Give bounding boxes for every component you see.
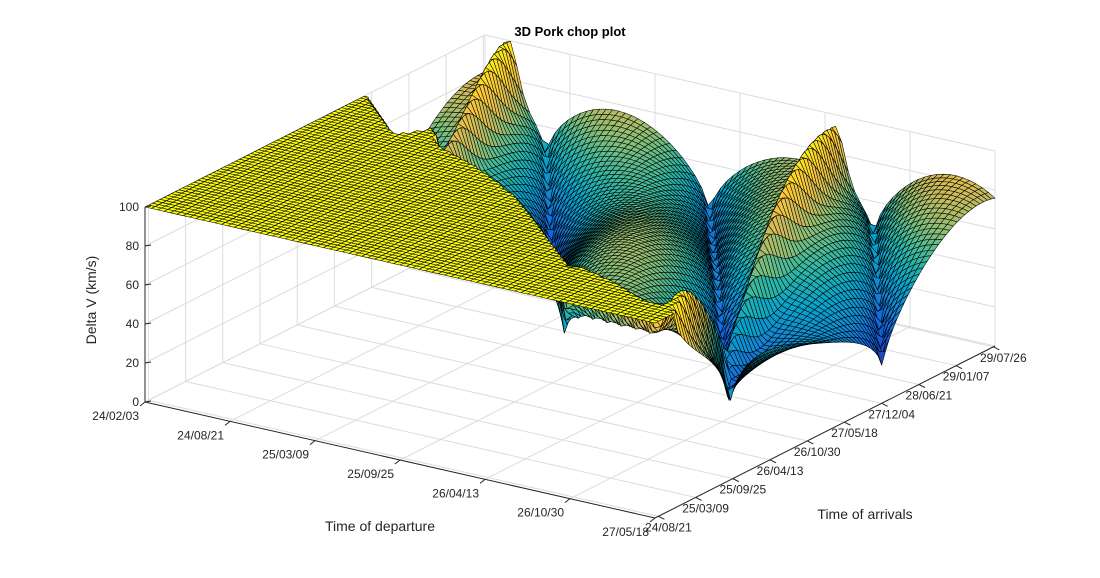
delta-v-surface [144,41,996,401]
grid-line-departure-floor [569,326,911,500]
